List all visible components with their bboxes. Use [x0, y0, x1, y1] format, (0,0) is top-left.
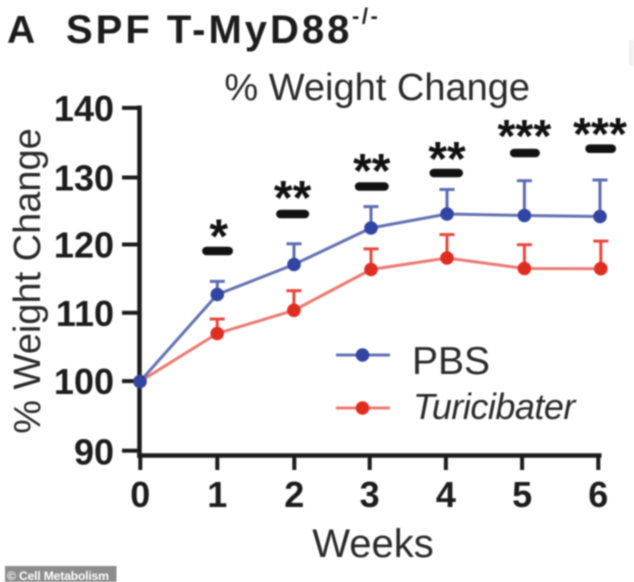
svg-text:5: 5	[512, 474, 532, 515]
svg-text:*: *	[209, 210, 228, 263]
svg-text:110: 110	[56, 293, 114, 334]
svg-text:Weeks: Weeks	[312, 522, 434, 566]
svg-text:90: 90	[74, 432, 114, 473]
svg-text:PBS: PBS	[412, 340, 490, 383]
svg-text:4: 4	[436, 474, 456, 515]
svg-text:0: 0	[130, 474, 150, 515]
svg-text:3: 3	[360, 474, 380, 515]
svg-text:Turicibater: Turicibater	[413, 386, 577, 427]
svg-text:100: 100	[54, 361, 114, 402]
svg-text:© Cell Metabolism: © Cell Metabolism	[7, 569, 109, 582]
svg-text:1: 1	[207, 474, 227, 515]
svg-text:A: A	[7, 9, 35, 52]
svg-text:***: ***	[498, 110, 552, 162]
svg-text:% Weight Change: % Weight Change	[7, 128, 49, 434]
svg-text:6: 6	[588, 474, 608, 515]
svg-text:**: **	[353, 145, 391, 198]
svg-text:***: ***	[573, 108, 627, 160]
svg-text:130: 130	[54, 158, 114, 199]
svg-text:-/-: -/-	[352, 4, 380, 29]
svg-text:% Weight Change: % Weight Change	[224, 67, 530, 109]
svg-text:2: 2	[284, 474, 304, 515]
svg-text:SPF T-MyD88: SPF T-MyD88	[66, 8, 352, 52]
svg-text:140: 140	[54, 88, 114, 129]
svg-text:120: 120	[54, 225, 114, 266]
svg-text:**: **	[274, 172, 312, 225]
svg-text:**: **	[428, 133, 466, 186]
